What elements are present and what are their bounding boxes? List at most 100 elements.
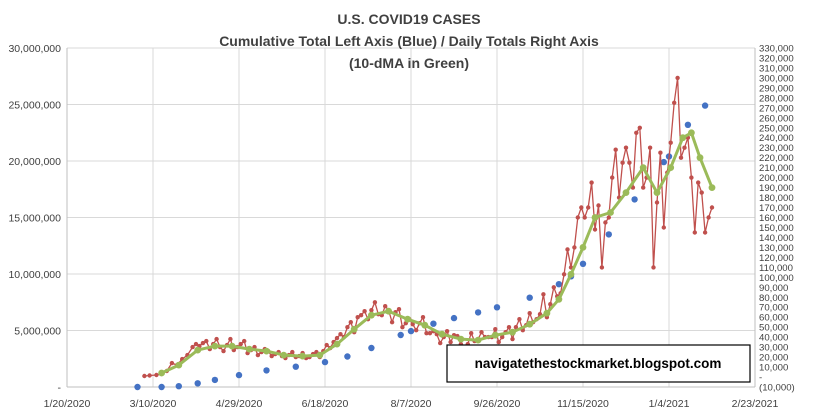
data-point-daily-total [410,322,415,327]
data-point-daily-total [221,348,226,354]
data-point-cumulative-total [493,304,501,311]
right-tick-label: 20,000 [759,353,788,364]
right-tick-label: 190,000 [759,183,794,194]
data-point-ten-day-moving-average [639,164,647,172]
left-axis-ticks: - 5,000,000 10,000,000 15,000,000 20,000,000… [8,43,61,394]
data-point-daily-total [637,125,642,130]
data-point-cumulative-total [211,376,219,384]
right-tick-label: 90,000 [759,283,788,294]
data-point-ten-day-moving-average [316,351,324,359]
data-point-daily-total [606,215,611,220]
data-point-ten-day-moving-average [567,270,575,278]
data-point-ten-day-moving-average [579,244,587,251]
right-tick-label: 160,000 [759,213,794,224]
data-point-ten-day-moving-average [696,154,704,162]
data-point-ten-day-moving-average [688,129,695,137]
data-point-ten-day-moving-average [457,335,465,343]
data-point-daily-total [358,313,364,318]
data-point-daily-total [627,160,632,165]
right-tick-label: 220,000 [759,153,794,164]
x-tick-label: 8/7/2020 [391,398,432,410]
series-layer [134,75,716,391]
data-point-ten-day-moving-average [555,295,563,303]
data-point-daily-total [200,340,206,346]
data-point-ten-day-moving-average [591,214,599,221]
right-tick-label: 250,000 [759,123,794,134]
data-point-cumulative-total [134,383,141,391]
data-point-daily-total [575,215,580,220]
right-tick-label: 260,000 [759,113,794,124]
data-point-ten-day-moving-average [491,331,499,339]
data-point-ten-day-moving-average [280,351,288,359]
data-point-daily-total [603,220,608,225]
data-point-daily-total [400,325,405,330]
data-point-daily-total [589,180,594,185]
right-tick-label: 70,000 [759,303,788,314]
data-point-ten-day-moving-average [175,361,183,369]
x-tick-label: 9/26/2020 [474,398,521,410]
left-tick-label: 5,000,000 [14,326,61,338]
data-point-daily-total [641,185,646,190]
data-point-daily-total [579,205,584,210]
data-point-daily-total [551,285,556,290]
data-point-cumulative-total [397,331,404,339]
data-point-daily-total [668,140,673,145]
data-point-daily-total [414,328,419,333]
data-point-daily-total [661,225,666,230]
data-point-cumulative-total [158,383,165,391]
data-point-cumulative-total [579,260,587,267]
data-point-daily-total [651,265,656,270]
data-point-ten-day-moving-average [350,325,358,333]
data-point-cumulative-total [321,358,329,366]
data-point-daily-total [383,304,388,309]
data-point-daily-total [541,292,546,297]
right-tick-label: - [759,373,762,384]
watermark-text: navigatethestockmarket.blogspot.com [475,356,722,371]
right-tick-label: 310,000 [759,63,794,74]
right-tick-label: (10,000) [759,383,795,394]
data-point-daily-total [658,150,663,155]
data-point-ten-day-moving-average [622,189,630,197]
data-point-daily-total [290,349,295,355]
data-point-ten-day-moving-average [653,189,661,197]
data-point-ten-day-moving-average [438,330,446,338]
data-point-daily-total [438,340,443,346]
data-point-cumulative-total [368,344,375,352]
data-point-ten-day-moving-average [708,184,716,192]
right-tick-label: 230,000 [759,143,794,154]
right-tick-label: 40,000 [759,333,788,344]
chart-title-line-2: Cumulative Total Left Axis (Blue) / Dail… [219,33,599,49]
data-point-daily-total [527,311,532,316]
data-point-daily-total [142,373,147,379]
data-point-daily-total [517,317,522,322]
data-point-daily-total [623,145,629,150]
right-tick-label: 320,000 [759,53,794,64]
data-point-ten-day-moving-average [509,328,516,336]
data-point-cumulative-total [175,383,182,390]
data-point-cumulative-total [555,281,563,288]
right-tick-label: 270,000 [759,103,794,114]
data-point-daily-total [214,336,219,342]
data-point-daily-total [572,245,577,250]
right-tick-label: 110,000 [759,263,793,274]
data-point-ten-day-moving-average [679,134,687,142]
right-tick-label: 30,000 [759,343,788,354]
data-point-ten-day-moving-average [526,320,534,328]
right-tick-label: 60,000 [759,313,788,324]
right-tick-label: 10,000 [759,363,788,374]
data-point-daily-total [565,247,570,252]
data-point-daily-total [709,205,715,210]
x-axis-ticks: 1/20/2020 3/10/2020 4/29/2020 6/18/2020 8/7/… [44,398,779,410]
data-point-ten-day-moving-average [607,209,614,216]
data-point-daily-total [699,190,704,195]
data-point-daily-total [654,200,660,205]
data-point-cumulative-total [407,327,415,335]
data-point-ten-day-moving-average [474,336,482,344]
right-tick-label: 100,000 [759,273,794,284]
right-tick-label: 170,000 [759,203,794,214]
data-point-daily-total [193,341,199,347]
series-ten-day-moving-average [158,129,716,377]
x-tick-label: 4/29/2020 [216,398,263,410]
left-tick-label: - [58,382,62,394]
data-point-daily-total [469,331,474,336]
